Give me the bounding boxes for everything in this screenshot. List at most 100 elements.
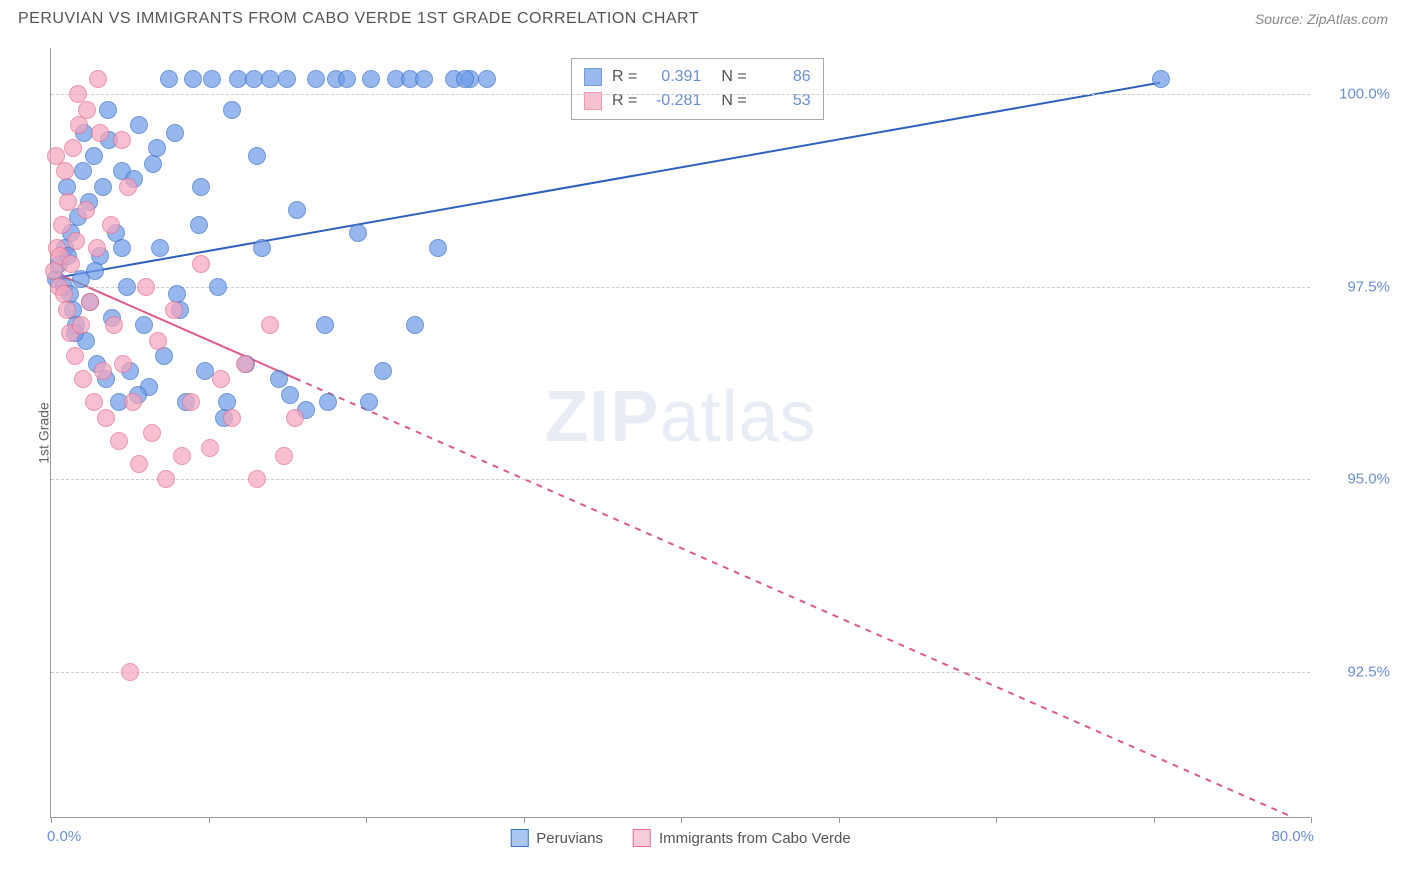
data-point xyxy=(59,193,77,211)
x-tick xyxy=(524,817,525,823)
legend-row: R = 0.391 N = 86 xyxy=(584,65,811,89)
x-tick xyxy=(1154,817,1155,823)
data-point xyxy=(286,409,304,427)
data-point xyxy=(91,124,109,142)
data-point xyxy=(307,70,325,88)
data-point xyxy=(201,439,219,457)
data-point xyxy=(275,447,293,465)
data-point xyxy=(64,139,82,157)
legend-r-label: R = xyxy=(612,89,637,113)
data-point xyxy=(223,101,241,119)
data-point xyxy=(374,362,392,380)
x-tick xyxy=(681,817,682,823)
data-point xyxy=(58,301,76,319)
data-point xyxy=(253,239,271,257)
data-point xyxy=(151,239,169,257)
series-legend: Peruvians Immigrants from Cabo Verde xyxy=(510,829,850,847)
data-point xyxy=(105,316,123,334)
data-point xyxy=(102,216,120,234)
legend-swatch xyxy=(584,68,602,86)
x-axis-min-label: 0.0% xyxy=(47,828,81,845)
data-point xyxy=(248,470,266,488)
data-point xyxy=(338,70,356,88)
data-point xyxy=(165,301,183,319)
data-point xyxy=(119,178,137,196)
data-point xyxy=(78,101,96,119)
gridline xyxy=(51,672,1310,673)
legend-r-label: R = xyxy=(612,65,637,89)
legend-item: Peruvians xyxy=(510,829,603,847)
data-point xyxy=(360,393,378,411)
data-point xyxy=(94,362,112,380)
data-point xyxy=(113,131,131,149)
data-point xyxy=(1152,70,1170,88)
data-point xyxy=(130,455,148,473)
correlation-legend: R =0.391N =86R =-0.281N =53 xyxy=(571,58,824,120)
data-point xyxy=(70,116,88,134)
x-tick xyxy=(366,817,367,823)
legend-r-value: 0.391 xyxy=(647,65,701,89)
data-point xyxy=(223,409,241,427)
data-point xyxy=(124,393,142,411)
data-point xyxy=(118,278,136,296)
data-point xyxy=(278,70,296,88)
data-point xyxy=(130,116,148,134)
data-point xyxy=(192,178,210,196)
data-point xyxy=(281,386,299,404)
data-point xyxy=(456,70,474,88)
x-axis-max-label: 80.0% xyxy=(1271,828,1314,845)
gridline xyxy=(51,479,1310,480)
data-point xyxy=(74,162,92,180)
data-point xyxy=(77,201,95,219)
legend-item: Immigrants from Cabo Verde xyxy=(633,829,851,847)
trend-line-dashed xyxy=(295,378,1310,817)
legend-swatch xyxy=(633,829,651,847)
data-point xyxy=(149,332,167,350)
data-point xyxy=(86,262,104,280)
data-point xyxy=(114,355,132,373)
data-point xyxy=(261,70,279,88)
data-point xyxy=(319,393,337,411)
data-point xyxy=(67,232,85,250)
x-tick xyxy=(839,817,840,823)
data-point xyxy=(66,347,84,365)
data-point xyxy=(56,162,74,180)
watermark-light: atlas xyxy=(659,377,816,457)
chart-plot-area: 1st Grade ZIPatlas R =0.391N =86R =-0.28… xyxy=(50,48,1310,818)
y-tick-label: 95.0% xyxy=(1320,471,1390,488)
data-point xyxy=(72,316,90,334)
data-point xyxy=(110,432,128,450)
legend-swatch xyxy=(510,829,528,847)
data-point xyxy=(349,224,367,242)
data-point xyxy=(288,201,306,219)
data-point xyxy=(97,409,115,427)
legend-r-value: -0.281 xyxy=(647,89,701,113)
data-point xyxy=(415,70,433,88)
x-tick xyxy=(996,817,997,823)
y-axis-title: 1st Grade xyxy=(36,402,52,463)
gridline xyxy=(51,94,1310,95)
legend-label: Immigrants from Cabo Verde xyxy=(659,830,851,847)
data-point xyxy=(62,255,80,273)
data-point xyxy=(69,85,87,103)
legend-n-value: 86 xyxy=(757,65,811,89)
data-point xyxy=(429,239,447,257)
data-point xyxy=(261,316,279,334)
data-point xyxy=(94,178,112,196)
data-point xyxy=(478,70,496,88)
y-tick-label: 100.0% xyxy=(1320,86,1390,103)
data-point xyxy=(144,155,162,173)
legend-n-label: N = xyxy=(721,89,746,113)
data-point xyxy=(184,70,202,88)
legend-n-label: N = xyxy=(721,65,746,89)
chart-title: PERUVIAN VS IMMIGRANTS FROM CABO VERDE 1… xyxy=(18,10,699,28)
data-point xyxy=(209,278,227,296)
data-point xyxy=(135,316,153,334)
x-tick xyxy=(209,817,210,823)
data-point xyxy=(81,293,99,311)
data-point xyxy=(85,393,103,411)
data-point xyxy=(74,370,92,388)
data-point xyxy=(166,124,184,142)
source-label: Source: ZipAtlas.com xyxy=(1255,11,1388,27)
legend-row: R =-0.281N =53 xyxy=(584,89,811,113)
